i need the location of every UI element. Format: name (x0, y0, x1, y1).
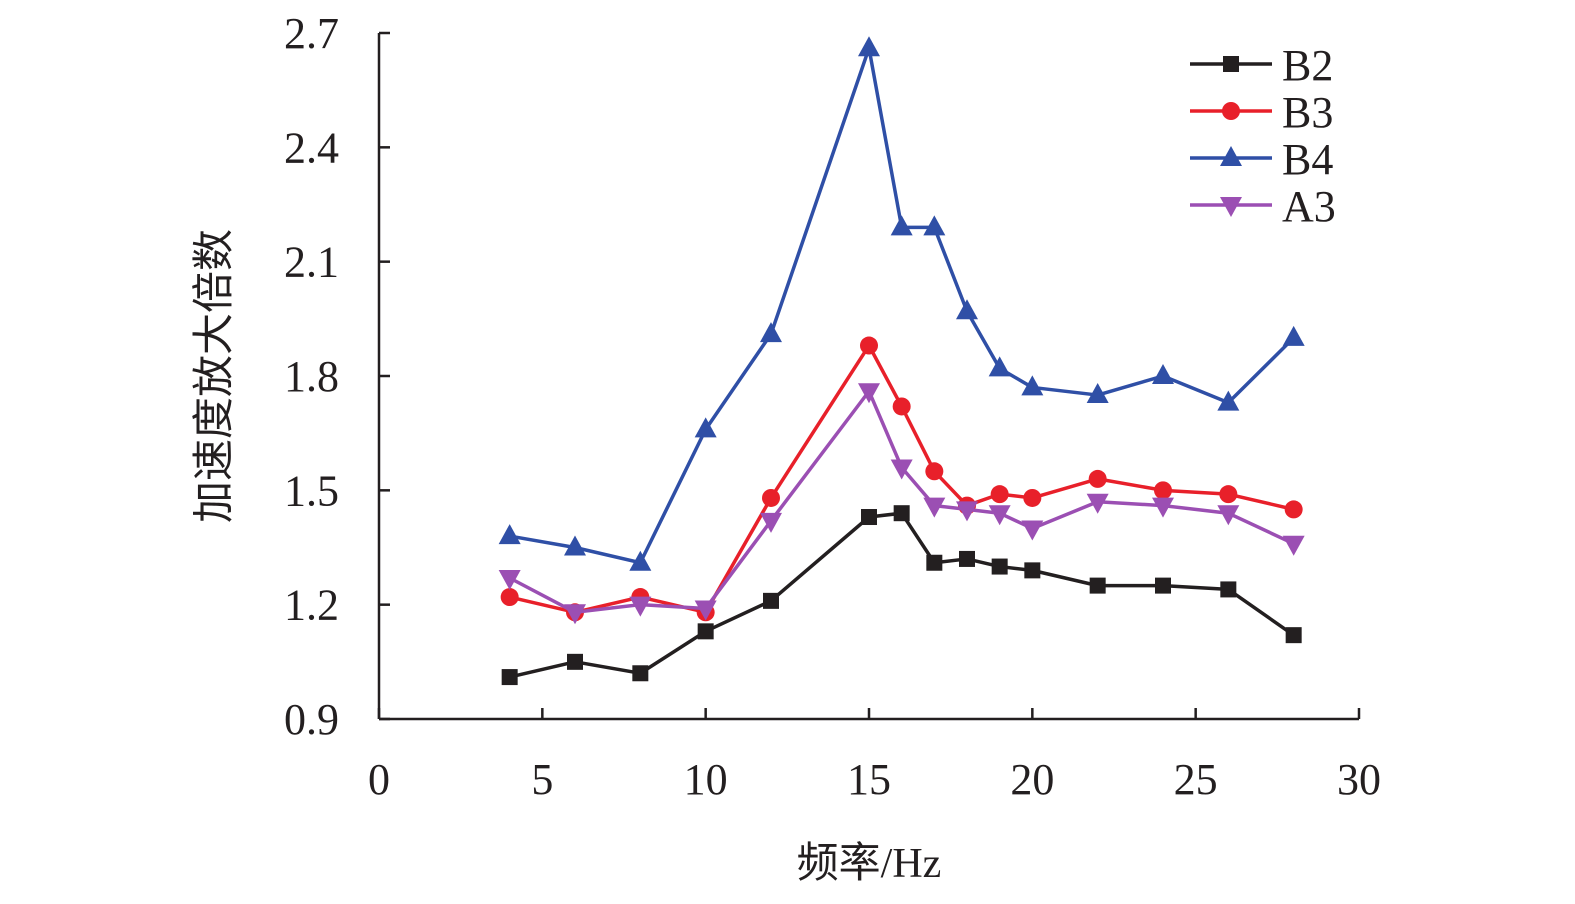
legend-marker (1222, 102, 1240, 120)
data-point (990, 485, 1009, 504)
data-point (1155, 577, 1171, 594)
series-line-a3 (508, 389, 1295, 615)
data-point (1154, 481, 1172, 500)
data-point (860, 336, 878, 355)
data-point (629, 550, 652, 571)
data-point (861, 509, 877, 526)
data-point (694, 417, 717, 438)
x-tick-label: 20 (1010, 755, 1054, 804)
data-point (991, 558, 1008, 575)
series-line-b4 (509, 46, 1295, 565)
data-point (858, 36, 880, 57)
y-tick-label: 2.4 (284, 123, 339, 172)
data-point (892, 397, 911, 416)
data-point (1282, 535, 1305, 556)
data-point (760, 512, 782, 533)
data-point (629, 596, 652, 617)
data-point (1089, 577, 1106, 594)
data-point (923, 215, 946, 236)
y-tick-label: 1.8 (284, 352, 339, 401)
data-point (988, 356, 1011, 377)
data-point (1023, 488, 1042, 507)
data-point (1088, 469, 1107, 488)
data-point (564, 604, 586, 625)
legend-item-b3: B3 (1190, 88, 1333, 137)
legend-label: B2 (1282, 41, 1333, 90)
data-point (694, 600, 717, 621)
series-b4 (498, 36, 1305, 571)
data-point (500, 588, 519, 607)
data-point (923, 497, 946, 518)
data-point (762, 488, 780, 507)
data-point (501, 669, 518, 686)
data-point (1021, 520, 1044, 541)
x-tick-label: 5 (531, 755, 553, 804)
x-tick-label: 0 (368, 755, 390, 804)
data-point (926, 554, 943, 571)
legend-label: B4 (1282, 135, 1333, 184)
legend-marker (1220, 197, 1242, 217)
data-point (956, 299, 978, 320)
data-point (925, 462, 944, 481)
data-point (632, 665, 649, 682)
data-point (1021, 375, 1044, 396)
axes (377, 33, 1359, 721)
data-point (858, 383, 880, 404)
data-point (760, 322, 782, 343)
data-point (763, 592, 779, 609)
x-tick-label: 25 (1174, 755, 1218, 804)
series-a3 (498, 383, 1305, 625)
data-point (890, 215, 913, 236)
legend-label: A3 (1282, 182, 1336, 231)
data-point (1086, 383, 1109, 404)
data-point (1220, 581, 1237, 598)
data-point (1282, 325, 1305, 346)
x-tick-label: 15 (847, 755, 891, 804)
y-tick-label: 0.9 (284, 695, 339, 744)
data-point (1219, 485, 1238, 504)
data-point (959, 550, 975, 567)
data-point (956, 501, 978, 522)
data-point (890, 459, 913, 480)
data-point (1284, 500, 1303, 519)
y-tick-label: 1.5 (284, 466, 339, 515)
series-line-b2 (509, 511, 1295, 679)
data-point (1217, 505, 1240, 526)
data-point (1285, 627, 1302, 644)
x-axis-label: 频率/Hz (797, 840, 942, 887)
data-point (567, 653, 583, 670)
y-axis-label: 加速度放大倍数 (191, 229, 238, 523)
legend-item-b2: B2 (1190, 41, 1333, 90)
data-point (498, 524, 521, 545)
data-point (893, 505, 910, 522)
data-point (988, 505, 1011, 526)
legend-marker (1220, 146, 1242, 166)
legend-item-a3: A3 (1190, 182, 1336, 231)
y-tick-label: 1.2 (284, 581, 339, 630)
x-tick-label: 10 (684, 755, 728, 804)
data-point (1024, 562, 1041, 579)
data-point (498, 569, 521, 590)
y-tick-label: 2.7 (284, 9, 339, 58)
data-point (697, 623, 714, 640)
legend-marker (1223, 56, 1239, 72)
x-tick-label: 30 (1337, 755, 1381, 804)
data-point (1152, 364, 1174, 384)
data-point (564, 535, 586, 556)
legend-label: B3 (1282, 88, 1333, 137)
data-point (1217, 390, 1240, 411)
data-point (1152, 497, 1174, 518)
series-b2 (501, 505, 1302, 686)
legend-item-b4: B4 (1190, 135, 1333, 184)
data-point (1086, 493, 1109, 514)
y-tick-label: 2.1 (284, 238, 339, 287)
